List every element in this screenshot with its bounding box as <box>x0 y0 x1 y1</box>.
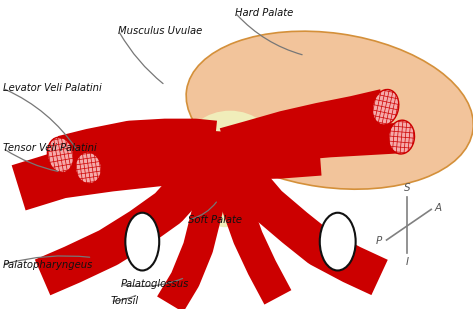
Ellipse shape <box>210 114 235 136</box>
Text: Musculus Uvulae: Musculus Uvulae <box>118 25 202 36</box>
Text: Palatopharyngeus: Palatopharyngeus <box>3 259 93 269</box>
Text: S: S <box>404 183 411 193</box>
Text: Palatoglossus: Palatoglossus <box>120 279 189 290</box>
Ellipse shape <box>75 152 101 184</box>
Ellipse shape <box>198 136 238 168</box>
Text: I: I <box>406 257 409 267</box>
Ellipse shape <box>185 111 275 185</box>
Text: Levator Veli Palatini: Levator Veli Palatini <box>3 83 101 93</box>
Text: Tensor Veli Palatini: Tensor Veli Palatini <box>3 143 96 153</box>
Ellipse shape <box>373 90 399 125</box>
Text: Tonsil: Tonsil <box>110 296 138 306</box>
Ellipse shape <box>320 213 356 271</box>
Ellipse shape <box>198 162 253 227</box>
Ellipse shape <box>47 137 73 173</box>
Text: A: A <box>435 203 442 213</box>
Text: Hard Palate: Hard Palate <box>235 8 293 18</box>
Ellipse shape <box>125 213 159 271</box>
Ellipse shape <box>389 120 415 154</box>
Ellipse shape <box>186 31 474 189</box>
Text: P: P <box>375 237 382 246</box>
Text: Soft Palate: Soft Palate <box>188 215 242 225</box>
